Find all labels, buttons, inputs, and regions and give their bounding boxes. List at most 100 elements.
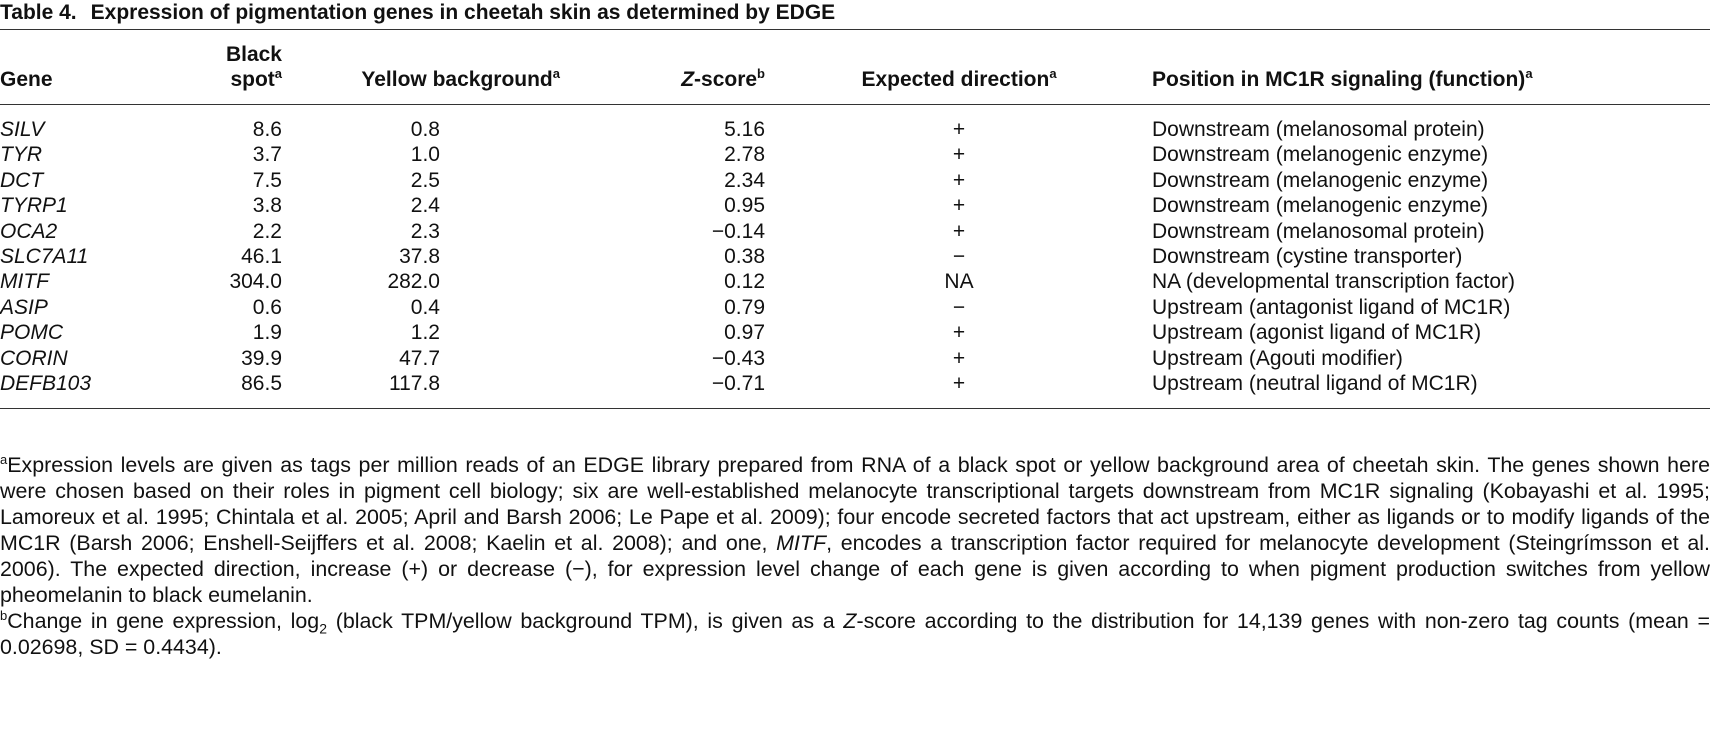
footnote-text: MITF — [776, 531, 827, 555]
table-cell: SLC7A11 — [0, 245, 89, 269]
table-cell: 7.5 — [252, 168, 282, 192]
table-cell: NA (developmental transcription factor) — [1152, 270, 1515, 294]
column-header: Gene — [0, 42, 170, 105]
header-text: Expected direction — [861, 68, 1050, 91]
header-italic: Z — [681, 68, 695, 91]
table-row: ASIP 0.6 0.4 0.79 − Upstream (antagonist liga… — [0, 295, 1710, 320]
table-cell: DCT — [0, 168, 44, 192]
header-text: -score — [694, 68, 758, 91]
footnote-text: -score according to the distribution for… — [0, 609, 1710, 659]
table-row: SLC7A11 46.1 37.8 0.38 − Downstream (cystine … — [0, 244, 1710, 269]
table-cell: 47.7 — [399, 346, 440, 370]
table-cell: + — [770, 371, 1148, 410]
table-cell: Downstream (melanogenic enzyme) — [1152, 194, 1489, 218]
table-cell: 2.3 — [410, 219, 440, 243]
header-text: Position in MC1R signaling (function) — [1152, 68, 1526, 91]
footnote-text: 2 — [319, 620, 327, 637]
header-row: Gene Black spota Yellow backgrounda Z-score… — [0, 42, 1710, 105]
table-row: DCT 7.5 2.5 2.34 + Downstream (melanogenic en… — [0, 168, 1710, 193]
table-cell: OCA2 — [0, 219, 58, 243]
table-cell: + — [952, 168, 966, 192]
header-text: Gene — [0, 68, 53, 91]
table-row: SILV 8.6 0.8 5.16 + Downstream (melanosomal p… — [0, 105, 1710, 143]
footnote-text: (black TPM/yellow background TPM), is gi… — [327, 609, 844, 633]
table-cell: + — [952, 346, 966, 370]
footnote-mark: a — [274, 66, 282, 81]
table-cell: 1.0 — [410, 143, 440, 167]
table-cell: 2.34 — [724, 168, 765, 192]
footnote-mark: a — [1525, 66, 1533, 81]
table-cell: − — [952, 245, 966, 269]
table-cell: Upstream (Agouti modifier) — [1152, 346, 1403, 370]
column-header: Expected directiona — [770, 42, 1148, 105]
table-cell: ASIP — [0, 295, 48, 319]
table-cell: 0.8 — [410, 118, 440, 141]
data-table: Gene Black spota Yellow backgrounda Z-score… — [0, 42, 1710, 410]
header-text: Black spot — [225, 43, 282, 91]
table-cell: 2.4 — [410, 194, 440, 218]
table-cell: −0.14 — [711, 219, 765, 243]
table-cell: Upstream (neutral ligand of MC1R) — [1148, 371, 1710, 410]
table-cell: 46.1 — [241, 245, 282, 269]
table-cell: 2.2 — [252, 219, 282, 243]
table-label: Table 4. — [0, 1, 77, 24]
table-cell: 3.8 — [252, 194, 282, 218]
table-title: Table 4. Expression of pigmentation genes… — [0, 0, 1710, 30]
footnote-mark: a — [552, 66, 560, 81]
footnote-mark: a — [0, 451, 8, 467]
table-cell: 0.97 — [724, 321, 765, 345]
table-cell: 2.78 — [724, 143, 765, 167]
table-cell: Downstream (melanogenic enzyme) — [1152, 143, 1489, 167]
table-cell: + — [952, 194, 966, 218]
table-cell: NA — [944, 270, 974, 294]
footnote: aExpression levels are given as tags per… — [0, 452, 1710, 608]
footnote-mark: b — [0, 607, 8, 623]
table-row: TYR 3.7 1.0 2.78 + Downstream (melanogenic en… — [0, 142, 1710, 167]
table-cell: 39.9 — [241, 346, 282, 370]
footnote-mark: a — [1049, 66, 1057, 81]
table-cell: + — [952, 219, 966, 243]
table-cell: 1.2 — [410, 321, 440, 345]
header-text: Yellow background — [361, 68, 553, 91]
table-cell: Upstream (agonist ligand of MC1R) — [1152, 321, 1482, 345]
table-cell: 37.8 — [399, 245, 440, 269]
table-cell: + — [952, 321, 966, 345]
table-cell: 86.5 — [170, 371, 290, 410]
footnote: bChange in gene expression, log2 (black … — [0, 608, 1710, 660]
footnote-text: , encodes a transcription factor require… — [0, 531, 1710, 607]
footnote-text: Expression levels are given as tags per … — [0, 453, 1710, 555]
table-cell: 3.7 — [252, 143, 282, 167]
table-cell: TYRP1 — [0, 194, 68, 218]
column-header: Position in MC1R signaling (function)a — [1148, 42, 1710, 105]
table-cell: 0.38 — [724, 245, 765, 269]
table-cell: 5.16 — [724, 118, 765, 141]
table-cell: + — [952, 118, 966, 141]
table-cell: 8.6 — [252, 118, 282, 141]
table-cell: 304.0 — [229, 270, 282, 294]
table-cell: 0.79 — [724, 295, 765, 319]
table-cell: 0.12 — [724, 270, 765, 294]
table-row: MITF 304.0 282.0 0.12 NA NA (developmental tr… — [0, 269, 1710, 294]
table-row: DEFB103 86.5 117.8 −0.71 + Upstream (neutral … — [0, 371, 1710, 410]
table-row: POMC 1.9 1.2 0.97 + Upstream (agonist ligand … — [0, 320, 1710, 345]
table-cell: Downstream (cystine transporter) — [1152, 245, 1463, 269]
table-cell: 0.4 — [410, 295, 440, 319]
table-cell: POMC — [0, 321, 63, 345]
footnote-text: Change in gene expression, log — [7, 609, 320, 633]
table-row: TYRP1 3.8 2.4 0.95 + Downstream (melanogenic … — [0, 193, 1710, 218]
table-cell: − — [952, 295, 966, 319]
table-cell: −0.43 — [711, 346, 765, 370]
table-cell: 2.5 — [410, 168, 440, 192]
table-cell: TYR — [0, 143, 42, 167]
table-cell: 1.9 — [252, 321, 282, 345]
table-cell: 282.0 — [387, 270, 440, 294]
table-cell: 0.95 — [724, 194, 765, 218]
table-cell: MITF — [0, 270, 49, 294]
table-cell: + — [952, 143, 966, 167]
table-cell: DEFB103 — [0, 371, 170, 410]
table-body: SILV 8.6 0.8 5.16 + Downstream (melanosomal p… — [0, 105, 1710, 410]
table-cell: 117.8 — [290, 371, 560, 410]
table-cell: Downstream (melanogenic enzyme) — [1152, 168, 1489, 192]
column-header: Black spota — [170, 42, 290, 105]
